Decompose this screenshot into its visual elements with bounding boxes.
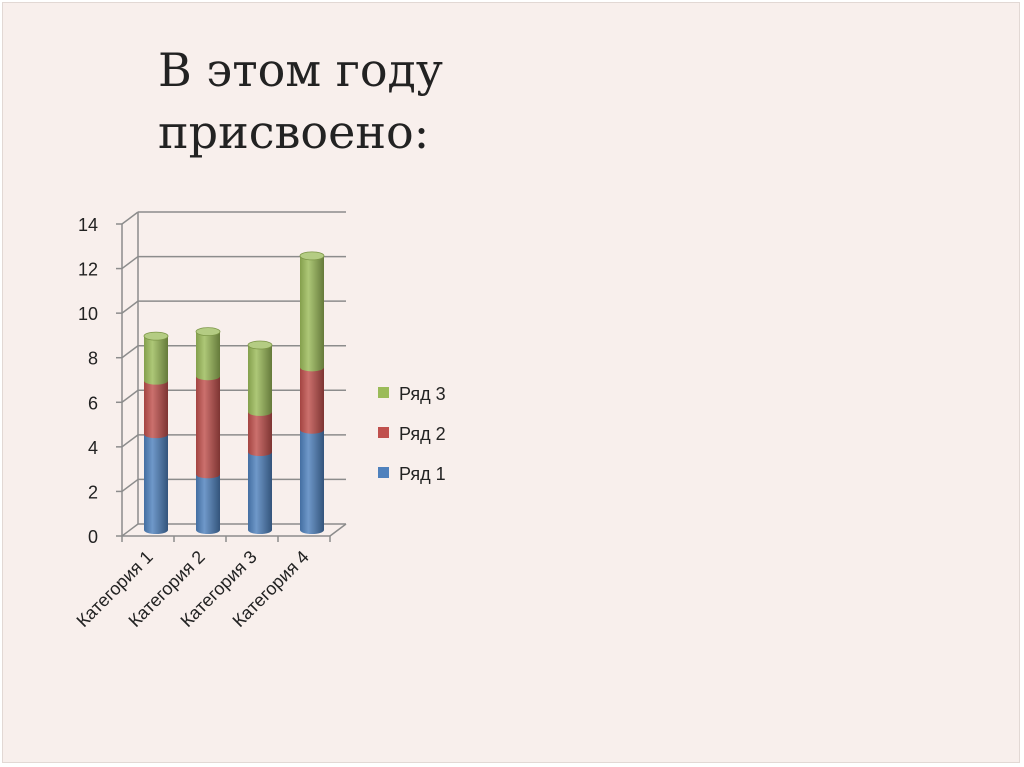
gridline-depth bbox=[121, 389, 139, 403]
bar-stack bbox=[247, 340, 273, 534]
bar-segment bbox=[144, 434, 168, 534]
bar-segment bbox=[196, 474, 220, 534]
bar-cap bbox=[247, 340, 273, 350]
bar-body bbox=[144, 434, 168, 534]
bar-cap bbox=[143, 331, 169, 341]
y-tick-label: 4 bbox=[88, 438, 98, 458]
legend-label: Ряд 3 bbox=[399, 384, 446, 404]
bar-stack bbox=[143, 331, 169, 534]
bar-stack bbox=[299, 251, 325, 534]
y-tick-label: 6 bbox=[88, 393, 98, 413]
bar-segment bbox=[143, 331, 169, 385]
y-tick-label: 8 bbox=[88, 349, 98, 369]
legend-item: Ряд 3 bbox=[378, 384, 446, 404]
bar-body bbox=[248, 345, 272, 416]
bar-body bbox=[144, 380, 168, 439]
y-tick-label: 2 bbox=[88, 482, 98, 502]
legend-swatch bbox=[378, 427, 389, 438]
bar-body bbox=[248, 452, 272, 534]
gridline-depth bbox=[121, 478, 139, 493]
bar-body bbox=[144, 336, 168, 385]
bar-body bbox=[248, 411, 272, 456]
bar-body bbox=[300, 255, 324, 372]
bar-segment bbox=[144, 380, 168, 439]
bar-segment bbox=[248, 411, 272, 456]
bar-body bbox=[196, 331, 220, 381]
y-tick-label: 14 bbox=[78, 215, 98, 235]
y-tick-label: 10 bbox=[78, 304, 98, 324]
bar-segment bbox=[299, 251, 325, 372]
floor-right-edge bbox=[329, 523, 347, 537]
legend-label: Ряд 1 bbox=[399, 464, 446, 484]
bar-segment bbox=[247, 340, 273, 416]
bar-segment bbox=[300, 367, 324, 434]
bar-body bbox=[300, 429, 324, 534]
legend-swatch bbox=[378, 467, 389, 478]
bar-segment bbox=[248, 452, 272, 534]
gridline-depth bbox=[121, 434, 139, 448]
gridline-depth bbox=[121, 211, 139, 225]
gridline-depth bbox=[121, 300, 139, 314]
bar-body bbox=[300, 367, 324, 434]
legend-item: Ряд 1 bbox=[378, 464, 446, 484]
slide-title: В этом году присвоено: bbox=[158, 43, 443, 159]
legend-label: Ряд 2 bbox=[399, 424, 446, 444]
gridline-depth bbox=[121, 255, 139, 270]
y-tick-label: 0 bbox=[88, 527, 98, 547]
legend-swatch bbox=[378, 387, 389, 398]
y-tick-label: 12 bbox=[78, 260, 98, 280]
bar-body bbox=[196, 474, 220, 534]
bar-segment bbox=[196, 376, 220, 479]
bar-body bbox=[196, 376, 220, 479]
bar-cap bbox=[299, 251, 325, 261]
gridline-depth bbox=[121, 345, 139, 359]
bar-stack bbox=[195, 327, 221, 534]
bar-segment bbox=[300, 429, 324, 534]
bar-segment bbox=[195, 327, 221, 381]
bar-cap bbox=[195, 327, 221, 337]
floor-left-edge bbox=[121, 523, 139, 537]
legend-item: Ряд 2 bbox=[378, 424, 446, 444]
